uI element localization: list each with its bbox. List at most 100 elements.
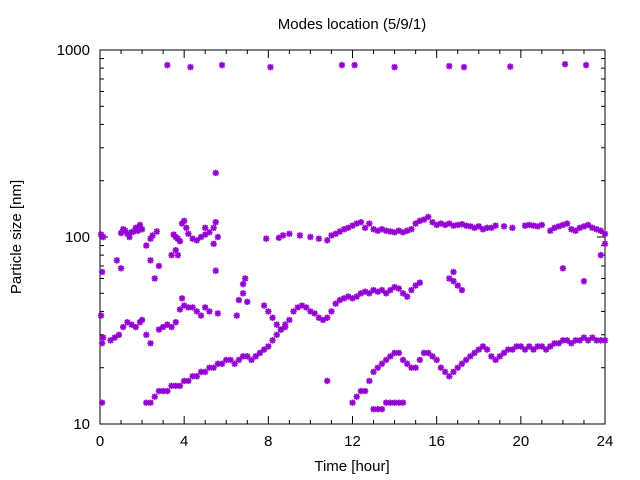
data-point-center bbox=[556, 341, 561, 346]
data-point-center bbox=[422, 351, 426, 355]
data-point-center bbox=[569, 341, 574, 346]
data-point bbox=[601, 337, 609, 344]
data-point-center bbox=[144, 400, 149, 405]
data-point bbox=[332, 230, 339, 238]
data-point bbox=[98, 340, 106, 347]
data-point bbox=[197, 312, 205, 319]
data-point bbox=[151, 393, 158, 400]
data-point bbox=[492, 356, 499, 364]
data-point-center bbox=[234, 313, 239, 318]
data-point-center bbox=[409, 288, 414, 292]
data-point bbox=[530, 346, 537, 353]
data-point-center bbox=[352, 63, 357, 67]
data-point bbox=[328, 232, 335, 239]
data-point-center bbox=[354, 294, 359, 299]
data-point bbox=[117, 265, 125, 272]
data-point bbox=[107, 337, 114, 344]
data-point bbox=[115, 331, 123, 338]
y-axis-label: Particle size [nm] bbox=[8, 180, 25, 294]
data-point bbox=[269, 314, 276, 321]
data-point bbox=[155, 262, 163, 270]
data-point-center bbox=[157, 264, 161, 268]
data-point-center bbox=[413, 283, 418, 288]
data-point bbox=[345, 224, 352, 231]
data-point bbox=[404, 293, 411, 300]
data-point bbox=[239, 290, 247, 297]
data-point bbox=[239, 353, 247, 360]
data-point bbox=[176, 237, 184, 245]
data-point-center bbox=[188, 65, 193, 69]
data-point-center bbox=[405, 361, 410, 366]
data-point bbox=[336, 228, 344, 235]
data-point-center bbox=[413, 365, 418, 370]
data-point-center bbox=[194, 238, 199, 243]
data-point bbox=[298, 302, 306, 309]
data-point bbox=[483, 224, 491, 231]
data-point-center bbox=[451, 370, 456, 374]
data-point bbox=[572, 227, 579, 234]
data-point bbox=[206, 229, 213, 236]
data-point-center bbox=[178, 384, 182, 388]
data-point-center bbox=[367, 291, 372, 296]
x-tick-label: 4 bbox=[180, 433, 188, 450]
data-point bbox=[391, 399, 398, 406]
data-point-center bbox=[409, 365, 414, 370]
data-point-center bbox=[148, 400, 153, 405]
data-point-center bbox=[380, 361, 384, 366]
data-point bbox=[210, 364, 217, 371]
data-point bbox=[172, 319, 179, 326]
data-point-center bbox=[422, 217, 426, 222]
data-point-center bbox=[603, 241, 607, 246]
data-point-center bbox=[506, 347, 511, 352]
data-point-center bbox=[598, 253, 603, 257]
data-point bbox=[210, 240, 217, 247]
data-point-center bbox=[157, 389, 161, 393]
data-point bbox=[530, 222, 537, 229]
data-point bbox=[324, 237, 331, 244]
data-point bbox=[433, 356, 440, 364]
data-point-center bbox=[119, 231, 123, 235]
data-point bbox=[212, 267, 219, 274]
data-point-center bbox=[434, 358, 439, 362]
data-point bbox=[374, 405, 381, 413]
data-point-center bbox=[451, 279, 456, 284]
data-point-center bbox=[472, 225, 477, 230]
data-point bbox=[113, 257, 121, 264]
data-point bbox=[164, 61, 171, 69]
data-point-center bbox=[582, 224, 586, 229]
data-point bbox=[189, 373, 196, 380]
data-point bbox=[319, 316, 327, 324]
data-point-center bbox=[392, 230, 397, 235]
data-point-center bbox=[582, 279, 586, 284]
data-point-center bbox=[317, 236, 321, 241]
data-point-center bbox=[380, 227, 384, 232]
data-point-center bbox=[462, 65, 466, 69]
data-point bbox=[391, 63, 398, 71]
data-point bbox=[441, 368, 449, 376]
data-point-center bbox=[434, 223, 439, 227]
data-point bbox=[189, 235, 196, 242]
data-point-center bbox=[182, 303, 186, 308]
data-point-center bbox=[211, 365, 216, 370]
data-point bbox=[183, 224, 190, 231]
data-point bbox=[387, 353, 394, 360]
data-point-center bbox=[133, 325, 138, 329]
data-point-center bbox=[367, 221, 372, 226]
data-point bbox=[507, 63, 514, 70]
data-point bbox=[563, 220, 571, 227]
data-point bbox=[241, 275, 249, 282]
data-point bbox=[425, 213, 432, 221]
data-point-center bbox=[184, 225, 189, 230]
data-point-center bbox=[426, 215, 431, 219]
data-point-center bbox=[186, 305, 191, 310]
data-point bbox=[202, 304, 209, 311]
data-point-center bbox=[213, 171, 218, 175]
data-point bbox=[147, 399, 154, 406]
data-point-center bbox=[224, 358, 229, 362]
data-point-center bbox=[182, 219, 186, 223]
data-point bbox=[593, 226, 600, 233]
data-point bbox=[526, 221, 533, 229]
data-point-center bbox=[590, 335, 595, 340]
data-point bbox=[202, 368, 209, 376]
data-point-center bbox=[281, 233, 285, 238]
